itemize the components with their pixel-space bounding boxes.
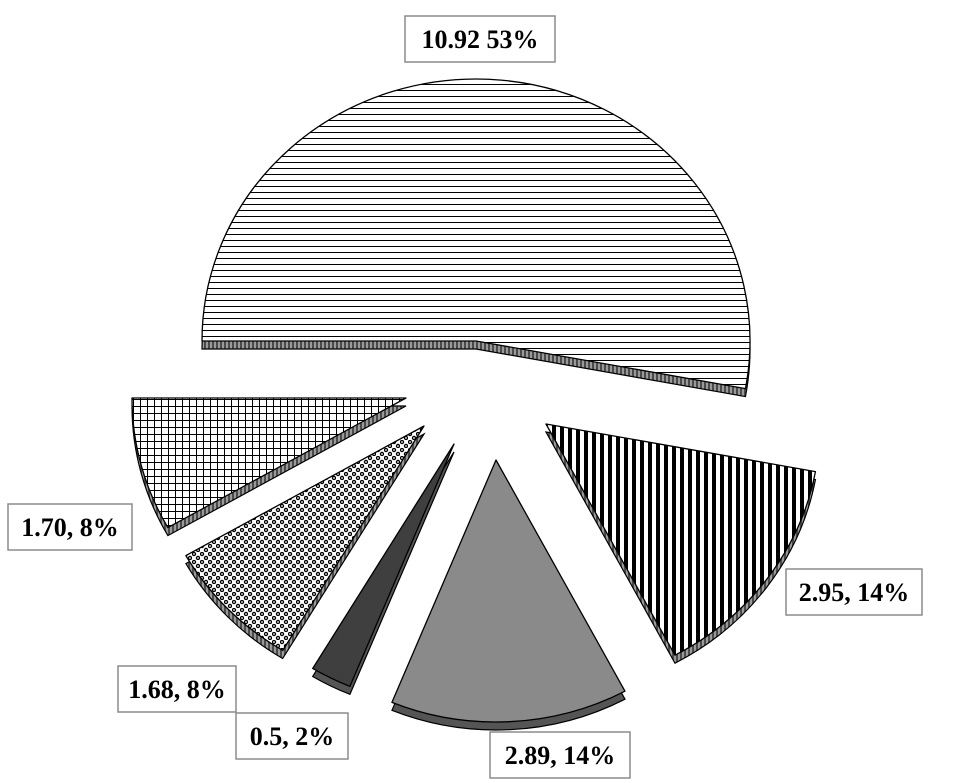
pie-slices xyxy=(131,78,817,731)
data-label-text: 10.92 53% xyxy=(422,25,539,54)
data-label-2: 2.95, 14% xyxy=(785,568,923,616)
pie-slice-face xyxy=(391,459,626,723)
pie-slice-3 xyxy=(391,459,626,731)
data-label-box xyxy=(7,503,133,551)
pie-slice-face xyxy=(131,397,407,529)
data-label-box xyxy=(404,15,556,63)
pie-slice-5 xyxy=(185,425,426,660)
data-label-box xyxy=(235,712,349,760)
data-label-text: 1.70, 8% xyxy=(21,513,119,542)
pie-slice-4 xyxy=(311,443,455,696)
pie-slice-face xyxy=(545,423,817,656)
data-label-text: 2.89, 14% xyxy=(505,741,616,770)
data-label-box xyxy=(489,731,631,779)
data-labels: 10.92 53% 2.95, 14% 2.89, 14% 0.5, 2% 1.68, … xyxy=(7,15,923,779)
data-label-4: 0.5, 2% xyxy=(235,712,349,760)
pie-slice-2 xyxy=(544,423,817,664)
data-label-text: 0.5, 2% xyxy=(250,722,335,751)
data-label-3: 2.89, 14% xyxy=(489,731,631,779)
data-label-text: 2.95, 14% xyxy=(799,578,910,607)
pie-slice-6 xyxy=(131,397,407,537)
pie-slice-1 xyxy=(201,78,751,398)
data-label-6: 1.70, 8% xyxy=(7,503,133,551)
data-label-1: 10.92 53% xyxy=(404,15,556,63)
pie-slice-face xyxy=(201,78,751,390)
data-label-text: 1.68, 8% xyxy=(128,675,226,704)
pie-slice-face xyxy=(312,443,455,688)
data-label-5: 1.68, 8% xyxy=(117,665,237,713)
pie-slice-face xyxy=(185,425,425,652)
data-label-box xyxy=(117,665,237,713)
data-label-box xyxy=(785,568,923,616)
